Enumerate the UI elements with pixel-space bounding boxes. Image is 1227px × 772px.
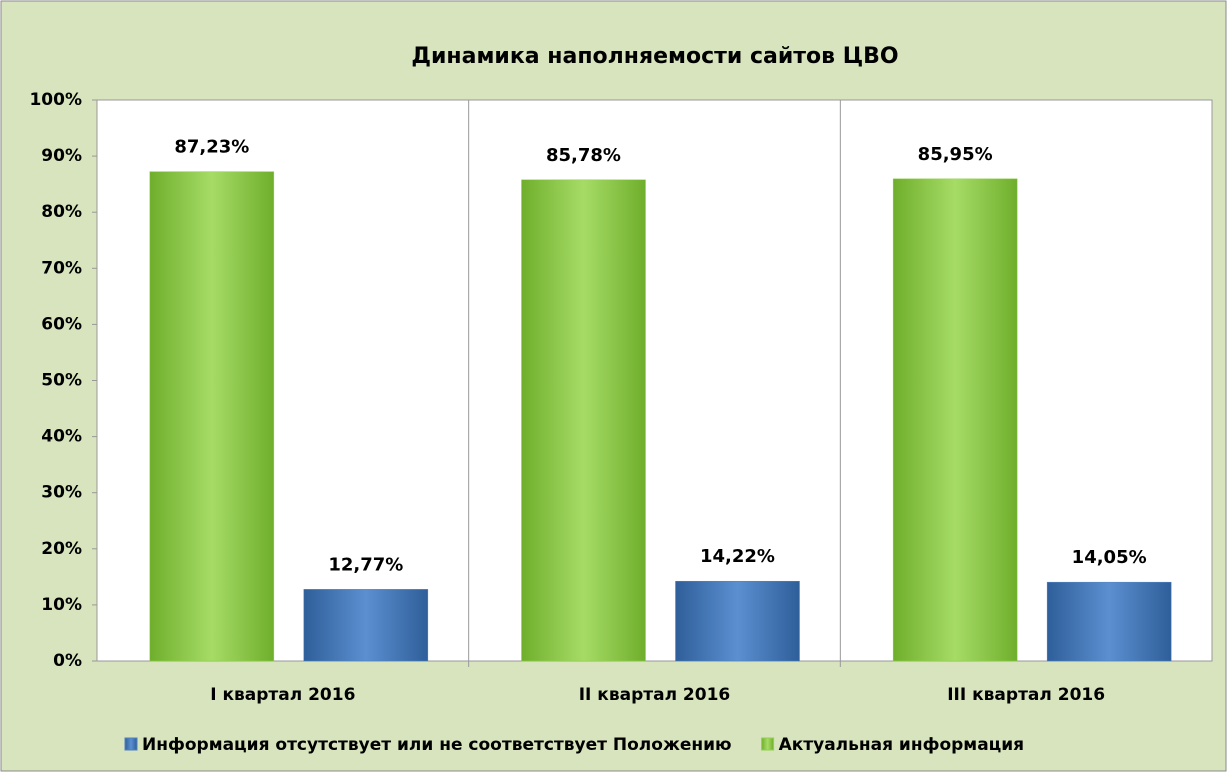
y-tick-label: 80% bbox=[41, 202, 82, 222]
x-tick-label: I квартал 2016 bbox=[210, 685, 355, 705]
legend-label: Информация отсутствует или не соответств… bbox=[142, 735, 732, 755]
legend-swatch bbox=[761, 737, 775, 751]
y-tick-label: 20% bbox=[41, 539, 82, 559]
bar bbox=[303, 589, 429, 662]
y-tick-label: 90% bbox=[41, 146, 82, 166]
y-tick-label: 10% bbox=[41, 595, 82, 615]
plot-area bbox=[96, 99, 1213, 662]
x-tick-label: III квартал 2016 bbox=[947, 685, 1105, 705]
y-tick-label: 0% bbox=[53, 651, 82, 671]
y-tick-label: 60% bbox=[41, 314, 82, 334]
data-label: 85,78% bbox=[546, 145, 621, 166]
data-label: 85,95% bbox=[918, 144, 993, 165]
y-tick-label: 30% bbox=[41, 483, 82, 503]
chart-title: Динамика наполняемости сайтов ЦВО bbox=[411, 44, 898, 69]
bar bbox=[521, 179, 646, 662]
bar bbox=[892, 178, 1018, 662]
data-label: 14,05% bbox=[1072, 547, 1147, 568]
legend-swatch bbox=[124, 737, 138, 751]
y-tick-label: 70% bbox=[41, 258, 82, 278]
bar bbox=[1046, 581, 1172, 662]
x-tick-label: II квартал 2016 bbox=[579, 685, 731, 705]
legend-label: Актуальная информация bbox=[779, 735, 1025, 755]
y-tick-label: 50% bbox=[41, 371, 82, 391]
data-label: 12,77% bbox=[328, 554, 403, 575]
y-tick-label: 40% bbox=[41, 427, 82, 447]
bar bbox=[675, 580, 800, 662]
data-label: 14,22% bbox=[700, 546, 775, 567]
bar bbox=[149, 171, 275, 662]
data-label: 87,23% bbox=[174, 137, 249, 158]
y-tick-label: 100% bbox=[29, 90, 82, 110]
